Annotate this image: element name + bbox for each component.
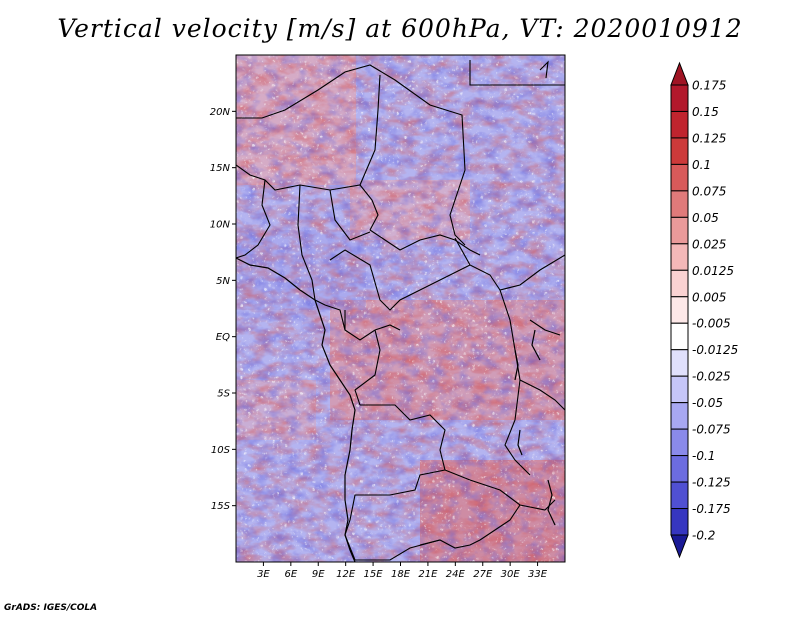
colorbar-segment	[670, 455, 689, 483]
colorbar-label: 0.175	[692, 79, 726, 93]
colorbar-segment	[670, 296, 689, 324]
colorbar-segment	[670, 428, 689, 457]
lat-tick-label: 10N	[210, 220, 231, 231]
colorbar-segment	[670, 163, 689, 192]
colorbar-segment	[670, 84, 689, 112]
lon-tick-label: 12E	[336, 569, 356, 580]
lon-tick-label: 24E	[446, 569, 466, 580]
colorbar-label: -0.125	[692, 476, 731, 490]
grads-credit: GrADS: IGES/COLA	[4, 603, 98, 613]
vertical-velocity-field	[236, 55, 565, 562]
colorbar-segment	[670, 375, 689, 404]
colorbar-label: 0.025	[692, 237, 726, 251]
lon-tick-label: 9E	[312, 569, 325, 580]
colorbar-label: -0.05	[692, 396, 723, 410]
lat-tick-label: 15N	[210, 163, 231, 174]
lon-tick-label: 30E	[501, 569, 521, 580]
colorbar-label: -0.075	[692, 423, 731, 437]
lat-tick-label: 5S	[217, 389, 230, 400]
colorbar-segment	[670, 110, 689, 139]
colorbar-bottom-arrow	[670, 534, 689, 559]
colorbar-label: 0.125	[692, 131, 726, 145]
colorbar-segment	[670, 216, 689, 245]
colorbar-label: -0.1	[692, 449, 715, 463]
colorbar-label: 0.1	[692, 158, 711, 172]
lon-tick-label: 18E	[391, 569, 411, 580]
latitude-axis: 20N 15N 10N 5N EQ 5S 10S 15S	[210, 107, 236, 512]
colorbar-segment	[670, 349, 689, 377]
colorbar: 0.175 0.15 0.125 0.1 0.075 0.05 0.025 0.0125 0.0…	[670, 61, 738, 559]
coastline	[236, 257, 556, 562]
colorbar-label: -0.005	[692, 317, 731, 331]
lon-tick-label: 33E	[528, 569, 548, 580]
lat-tick-label: 20N	[210, 107, 231, 118]
colorbar-segment	[670, 508, 689, 536]
colorbar-segment	[670, 137, 689, 165]
colorbar-label: 0.005	[692, 290, 726, 304]
colorbar-segment	[670, 190, 689, 218]
lon-tick-label: 27E	[473, 569, 493, 580]
colorbar-label: 0.05	[692, 211, 719, 225]
colorbar-label: -0.0125	[692, 343, 738, 357]
longitude-axis: 3E 6E 9E 12E 15E 18E 21E 24E 27E 30E 33E	[257, 562, 548, 580]
colorbar-segment	[670, 322, 689, 351]
colorbar-label: -0.025	[692, 370, 731, 384]
lat-tick-label: 15S	[211, 501, 231, 512]
lon-tick-label: 21E	[418, 569, 438, 580]
colorbar-label: 0.0125	[692, 264, 734, 278]
colorbar-segment	[670, 243, 689, 271]
country-borders	[236, 60, 565, 561]
colorbar-top-arrow	[670, 61, 689, 86]
lon-tick-label: 3E	[257, 569, 270, 580]
lat-tick-label: 5N	[216, 276, 230, 287]
colorbar-segment	[670, 402, 689, 430]
colorbar-label: -0.2	[692, 529, 715, 543]
lon-tick-label: 6E	[284, 569, 297, 580]
lat-tick-label: 10S	[211, 445, 231, 456]
colorbar-segment	[670, 481, 689, 510]
colorbar-label: 0.075	[692, 184, 726, 198]
map-title: Vertical velocity [m/s] at 600hPa, VT: 2…	[57, 14, 743, 43]
colorbar-label: -0.175	[692, 502, 731, 516]
colorbar-label: 0.15	[692, 105, 719, 119]
colorbar-segment	[670, 269, 689, 298]
lat-tick-label: EQ	[216, 332, 230, 343]
lon-tick-label: 15E	[364, 569, 384, 580]
